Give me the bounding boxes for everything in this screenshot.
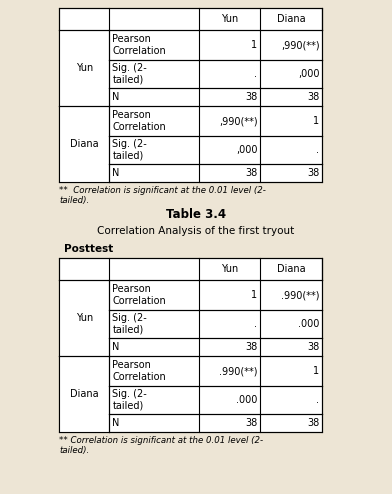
Text: N: N xyxy=(113,342,120,352)
Bar xyxy=(60,356,109,432)
Text: .000: .000 xyxy=(236,395,258,405)
Text: ,000: ,000 xyxy=(236,145,258,155)
Text: N: N xyxy=(113,168,120,178)
Text: tailed).: tailed). xyxy=(60,196,90,205)
Text: .: . xyxy=(254,319,258,329)
Text: Yun: Yun xyxy=(76,63,93,73)
Text: ** Correlation is significant at the 0.01 level (2-: ** Correlation is significant at the 0.0… xyxy=(60,436,264,445)
Text: Diana: Diana xyxy=(70,389,99,399)
Text: 38: 38 xyxy=(245,92,258,102)
Bar xyxy=(60,8,323,182)
Text: 38: 38 xyxy=(245,418,258,428)
Text: Diana: Diana xyxy=(277,14,306,24)
Text: ,990(**): ,990(**) xyxy=(219,116,258,126)
Text: Diana: Diana xyxy=(277,264,306,274)
Bar xyxy=(60,258,323,432)
Text: Pearson
Correlation: Pearson Correlation xyxy=(113,34,166,56)
Text: ,000: ,000 xyxy=(298,69,319,79)
Text: Correlation Analysis of the first tryout: Correlation Analysis of the first tryout xyxy=(97,226,295,236)
Text: 1: 1 xyxy=(251,290,258,300)
Text: 1: 1 xyxy=(251,40,258,50)
Text: ,990(**): ,990(**) xyxy=(281,40,319,50)
Text: 38: 38 xyxy=(307,168,319,178)
Text: .990(**): .990(**) xyxy=(281,290,319,300)
Text: Sig. (2-
tailed): Sig. (2- tailed) xyxy=(113,313,147,335)
Text: N: N xyxy=(113,418,120,428)
Text: .: . xyxy=(316,145,319,155)
Text: 38: 38 xyxy=(307,92,319,102)
Text: Pearson
Correlation: Pearson Correlation xyxy=(113,360,166,382)
Bar xyxy=(60,106,109,182)
Text: Diana: Diana xyxy=(70,139,99,149)
Text: **  Correlation is significant at the 0.01 level (2-: ** Correlation is significant at the 0.0… xyxy=(60,186,267,195)
Text: .: . xyxy=(254,69,258,79)
Text: Pearson
Correlation: Pearson Correlation xyxy=(113,284,166,306)
Text: Sig. (2-
tailed): Sig. (2- tailed) xyxy=(113,139,147,161)
Text: 38: 38 xyxy=(307,418,319,428)
Text: Sig. (2-
tailed): Sig. (2- tailed) xyxy=(113,389,147,411)
Text: Sig. (2-
tailed): Sig. (2- tailed) xyxy=(113,63,147,85)
Text: Pearson
Correlation: Pearson Correlation xyxy=(113,110,166,132)
Text: .: . xyxy=(316,395,319,405)
Text: N: N xyxy=(113,92,120,102)
Text: tailed).: tailed). xyxy=(60,446,90,455)
Bar xyxy=(60,280,109,356)
Text: 1: 1 xyxy=(313,116,319,126)
Bar xyxy=(60,30,109,106)
Text: 38: 38 xyxy=(307,342,319,352)
Text: 1: 1 xyxy=(313,366,319,376)
Text: Yun: Yun xyxy=(76,313,93,323)
Text: Table 3.4: Table 3.4 xyxy=(166,208,226,221)
Text: 38: 38 xyxy=(245,168,258,178)
Text: .000: .000 xyxy=(298,319,319,329)
Text: Yun: Yun xyxy=(221,264,239,274)
Text: Posttest: Posttest xyxy=(65,244,114,254)
Text: .990(**): .990(**) xyxy=(219,366,258,376)
Text: Yun: Yun xyxy=(221,14,239,24)
Text: 38: 38 xyxy=(245,342,258,352)
